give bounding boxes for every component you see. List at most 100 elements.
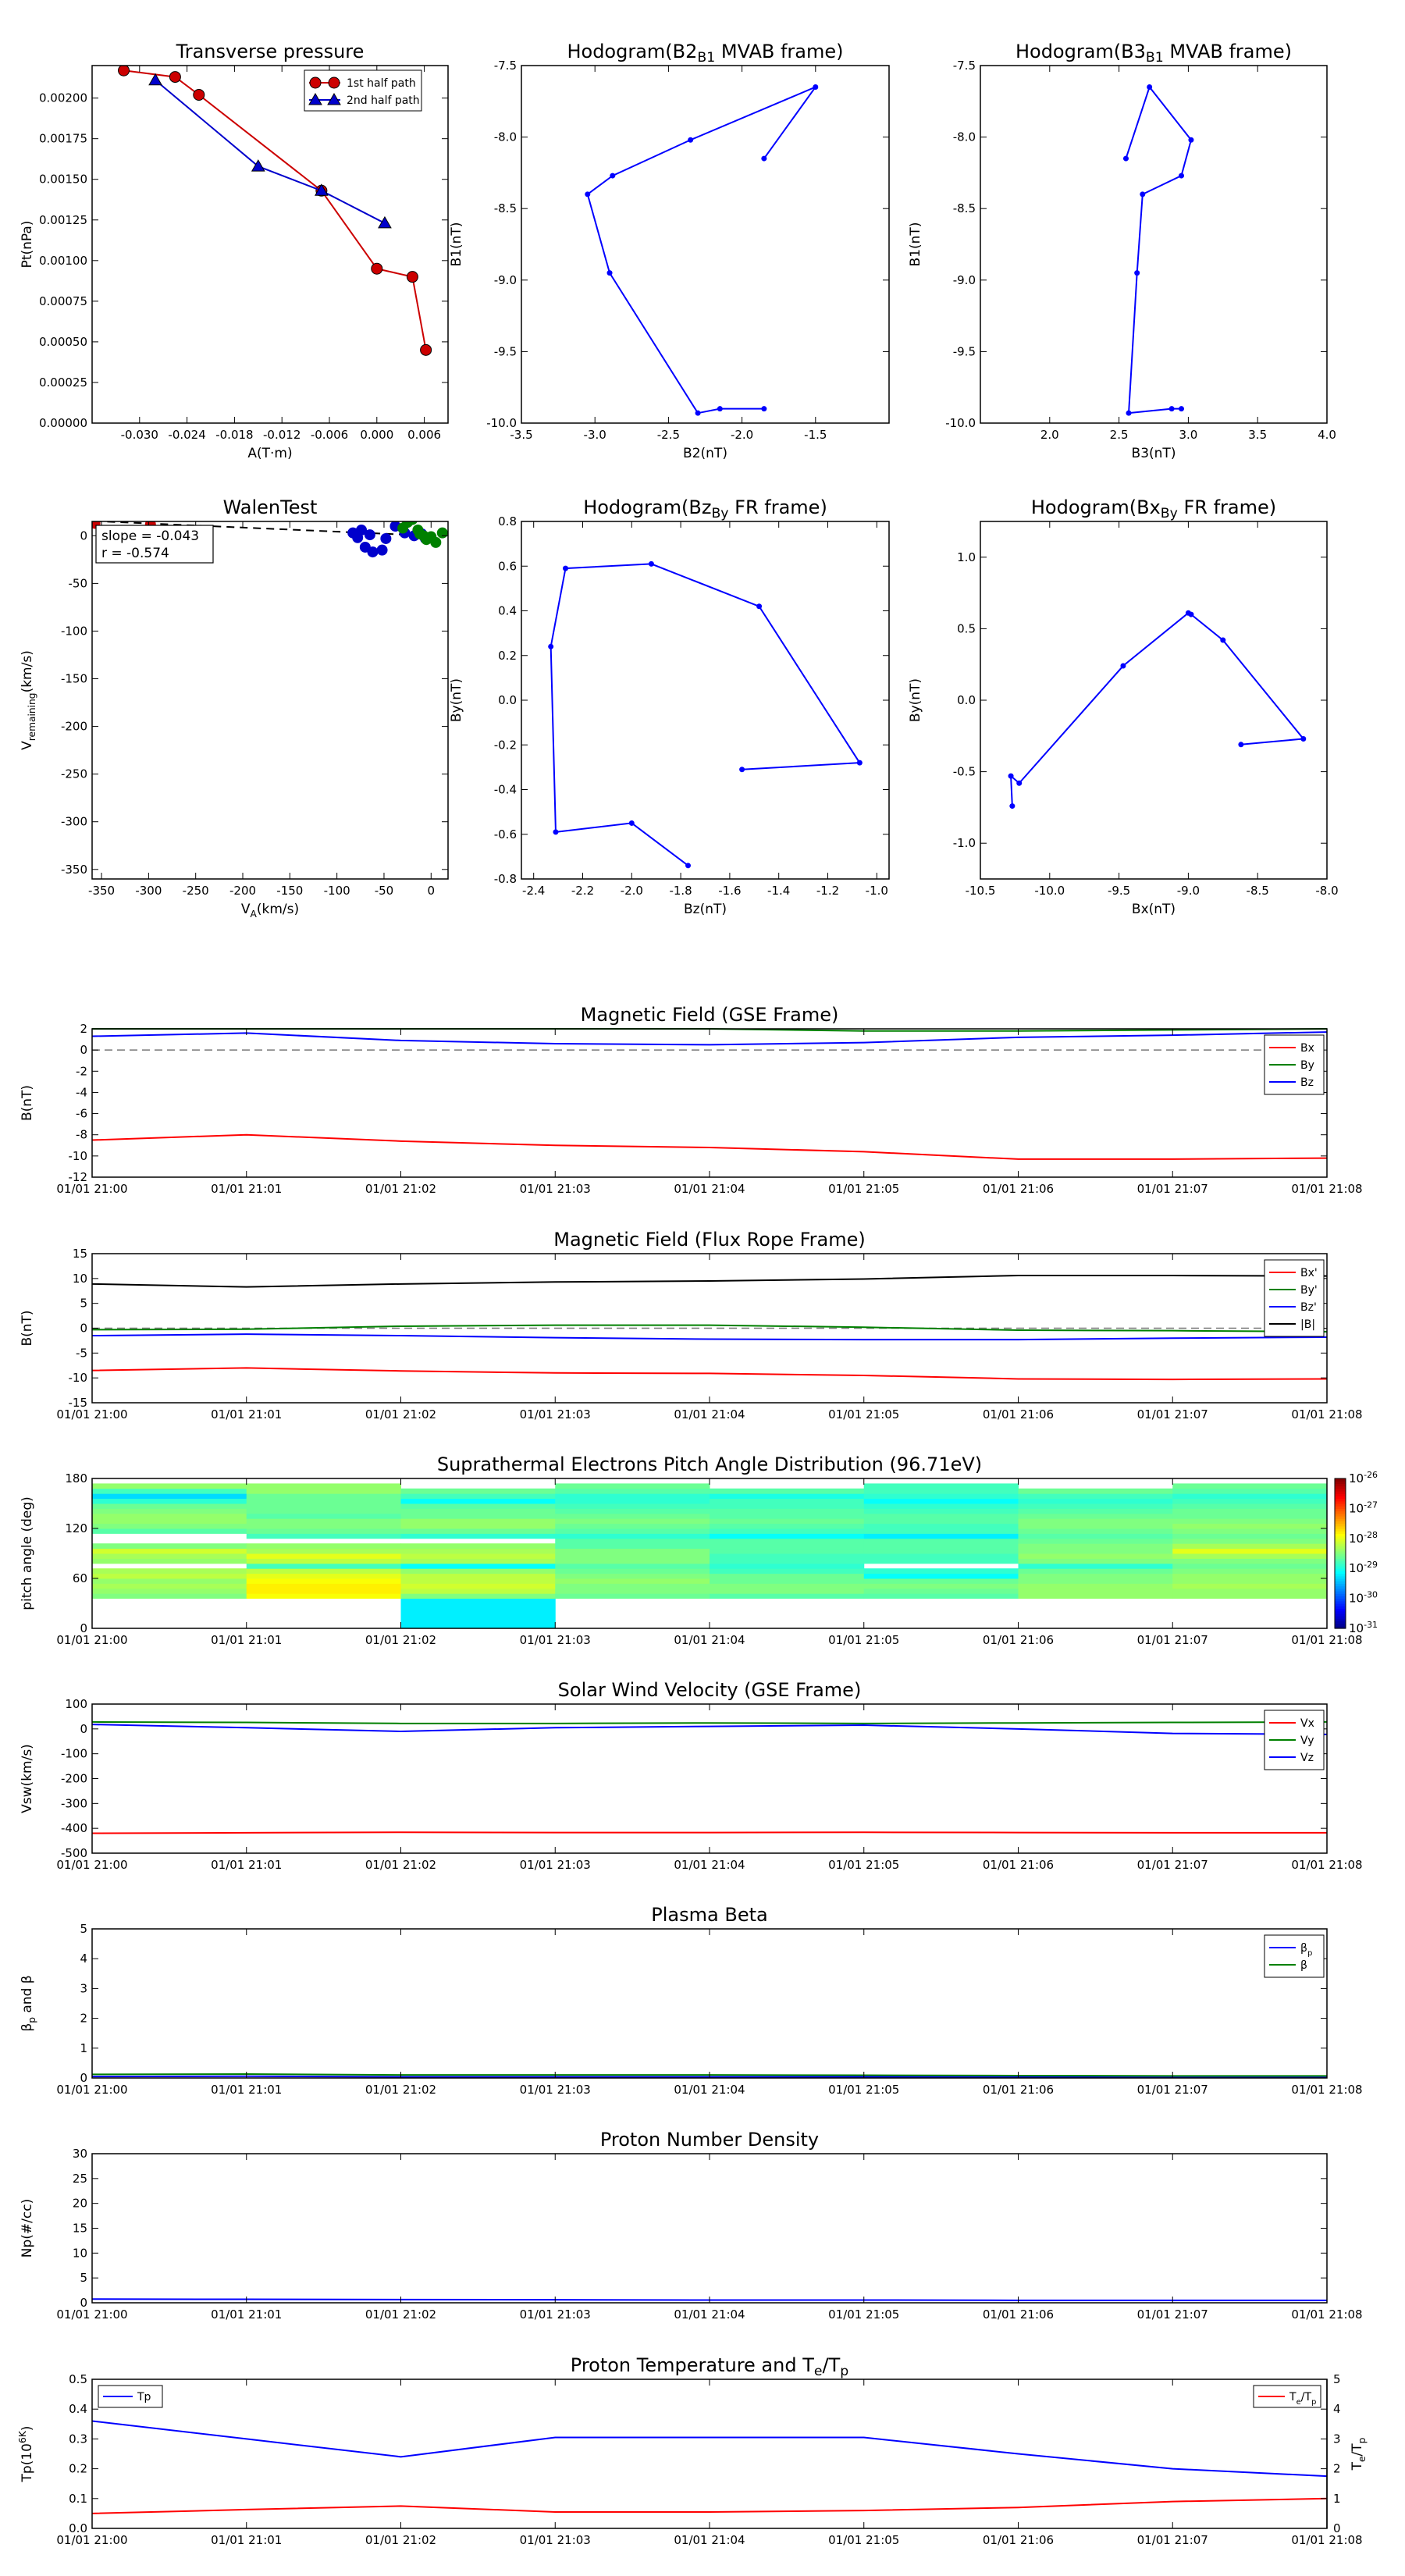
plot-frame [521, 65, 890, 424]
heatmap-cell [92, 1528, 247, 1534]
text-span: 6K [17, 2430, 28, 2443]
x-tick-label: -10.5 [966, 884, 996, 898]
x-tick-label: -350 [88, 884, 115, 898]
data-point [1126, 410, 1132, 416]
text-span: B3(nT) [1132, 446, 1176, 461]
x-tick-label: 01/01 21:05 [828, 1182, 899, 1196]
colorbar-step [1335, 1518, 1346, 1521]
y-tick-label: 0.00050 [39, 335, 87, 349]
x-tick-label: 01/01 21:04 [674, 1633, 745, 1647]
y-axis-label: B1(nT) [449, 222, 464, 267]
text-span: p [27, 2017, 37, 2023]
heatmap-cell [1018, 1563, 1173, 1569]
colorbar-step [1335, 1571, 1346, 1574]
x-tick-label: -3.0 [584, 428, 606, 442]
x-tick-label: 01/01 21:05 [828, 2533, 899, 2547]
heatmap-cell [863, 1588, 1019, 1594]
colorbar-step [1335, 1500, 1346, 1504]
heatmap-cell [246, 1578, 401, 1584]
series-line [91, 2497, 1328, 2514]
heatmap-cell [1018, 1498, 1173, 1504]
data-point [688, 137, 694, 143]
colorbar-step [1335, 1596, 1346, 1599]
data-point [356, 524, 368, 535]
series-line [586, 85, 818, 415]
heatmap-cell [1172, 1588, 1328, 1594]
heatmap-cell [400, 1513, 556, 1519]
y-tick-label: 5 [80, 2271, 87, 2285]
colorbar-step [1335, 1623, 1346, 1627]
y-tick-label: 0.00000 [39, 416, 87, 430]
x-tick-label: 0.006 [407, 428, 441, 442]
x-tick-label: -10.0 [1034, 884, 1065, 898]
plot-frame [91, 1928, 1328, 2079]
chart-title: Hodogram(B3B1 MVAB frame) [1016, 41, 1292, 66]
colorbar-step [1335, 1585, 1346, 1589]
text-span: Bx' [1300, 1267, 1318, 1279]
heatmap-cell [1018, 1573, 1173, 1579]
heatmap-cell [710, 1558, 865, 1564]
x-tick-label: 01/01 21:04 [674, 2533, 745, 2547]
legend-label: |B| [1300, 1318, 1315, 1331]
colorbar-step [1335, 1581, 1346, 1584]
heatmap-cell [710, 1543, 865, 1550]
heatmap-cell [1172, 1558, 1328, 1564]
x-tick-label: 01/01 21:04 [674, 1858, 745, 1872]
text-span: By [711, 506, 728, 521]
heatmap-cell [863, 1483, 1019, 1489]
y-tick-label: -1.0 [953, 836, 976, 850]
text-span: T [1289, 2391, 1297, 2403]
y-tick-label: 100 [65, 1697, 87, 1711]
y-tick-label: 2 [80, 2012, 87, 2026]
text-span: Suprathermal Electrons Pitch Angle Distr… [437, 1453, 982, 1475]
heatmap-cell [1172, 1523, 1328, 1529]
heatmap-cell [555, 1588, 710, 1594]
annotation-text: r = -0.574 [101, 546, 169, 561]
colorbar-step [1335, 1498, 1346, 1502]
legend-label: By [1300, 1059, 1314, 1072]
data-point [553, 829, 559, 835]
heatmap-cell [1018, 1528, 1173, 1534]
y-tick-label: 0.0 [69, 2521, 87, 2535]
text-span: Solar Wind Velocity (GSE Frame) [558, 1679, 862, 1701]
chart-title: Transverse pressure [176, 41, 365, 62]
y-tick-label: 0.2 [498, 649, 517, 663]
x-tick-label: 0 [428, 884, 436, 898]
y-tick-label: 0 [80, 1621, 87, 1635]
y-tick-label: -9.0 [494, 273, 517, 287]
chart-title: Suprathermal Electrons Pitch Angle Distr… [437, 1453, 982, 1475]
heatmap-cell [555, 1483, 710, 1489]
heatmap-cell [1172, 1553, 1328, 1559]
heatmap-cell [863, 1513, 1019, 1519]
y-tick-label: 3 [80, 1981, 87, 1995]
heatmap-cell [710, 1533, 865, 1539]
colorbar-step [1335, 1496, 1346, 1500]
y-tick-label: -5 [76, 1346, 87, 1360]
x-tick-label: 2.0 [1040, 428, 1059, 442]
heatmap-cell [1018, 1508, 1173, 1514]
heatmap-cell [555, 1583, 710, 1589]
heatmap-cell [246, 1508, 401, 1514]
plot-frame [91, 2379, 1328, 2529]
text-span: and β [20, 1975, 35, 2017]
legend-label: β [1300, 1959, 1307, 1972]
y-tick-label: 20 [73, 2197, 87, 2211]
y-axis-label: Np(#/cc) [20, 2199, 35, 2258]
x-tick-label: 01/01 21:07 [1137, 1407, 1208, 1421]
heatmap-cell [710, 1578, 865, 1584]
text-span: -29 [1364, 1560, 1378, 1570]
colorbar-step [1335, 1521, 1346, 1525]
x-tick-label: 01/01 21:07 [1137, 2083, 1208, 2097]
y2-tick-label: 2 [1333, 2462, 1341, 2476]
colorbar-step [1335, 1485, 1346, 1489]
colorbar-step [1335, 1563, 1346, 1567]
data-point [610, 173, 616, 179]
legend: Bx' By' Bz' |B| [1264, 1259, 1325, 1337]
heatmap-cell [400, 1588, 556, 1594]
x-tick-label: 2.5 [1110, 428, 1129, 442]
y-tick-label: 0.00175 [39, 132, 87, 146]
heatmap-cell [400, 1583, 556, 1589]
y-tick-label: 0.5 [69, 2372, 87, 2386]
y-tick-label: 0.00100 [39, 254, 87, 268]
